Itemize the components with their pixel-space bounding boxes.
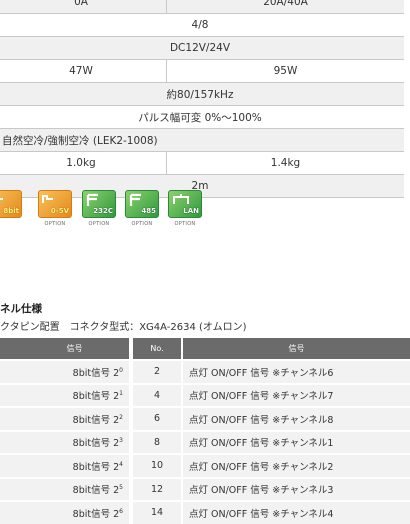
spec-table: 0A 20A/40A 4/8 DC12V/24V 47W 95W 約80/157… [0,0,404,198]
spec-row: 自然空冷/強制空冷 (LEK2-1008) [0,128,404,152]
pin-number: 2 [133,359,182,384]
spec-cell: 1.4kg [166,151,404,175]
table-row: 8bit信号 25 [0,476,129,501]
table-row: 8 点灯 ON/OFF 信号 ※チャンネル1 [133,429,410,454]
icon-label: 232C [93,207,113,215]
table-row: 10 点灯 ON/OFF 信号 ※チャンネル2 [133,453,410,478]
spec-row: 0A 20A/40A [0,0,404,14]
spec-cell: 1.0kg [0,151,167,175]
signal-cell: 8bit信号 22 [0,406,129,431]
pin-number: 12 [133,476,182,501]
option-label: OPTION [131,221,153,227]
table-row: 4 点灯 ON/OFF 信号 ※チャンネル7 [133,382,410,407]
spec-cell: 95W [166,59,404,83]
header-signal: 信号 [181,338,410,360]
option-label: OPTION [88,221,110,227]
table-row: 2 点灯 ON/OFF 信号 ※チャンネル6 [133,359,410,384]
lan-icon: LAN OPTION [168,190,202,227]
icon-label: 0-5V [50,207,69,215]
icon-label: 8bit [3,207,19,215]
icon-label: 485 [141,207,156,215]
spec-cell: 20A/40A [166,0,404,14]
signal-cell: 8bit信号 25 [0,476,129,501]
table-row: 8bit信号 21 [0,382,129,407]
rs485-icon: 485 OPTION [125,190,159,227]
section-subtitle: クタピン配置 コネクタ型式：XG4A-2634 (オムロン) [0,322,247,333]
section-title: ネル仕様 [0,303,42,315]
spec-cell: パルス幅可変 0%〜100% [0,105,404,129]
0-5v-icon: 0-5V OPTION [38,190,72,227]
header-signal: 信号 [0,338,129,360]
8bit-icon: 8bit [0,190,22,221]
pin-table-right: No. 信号 2 点灯 ON/OFF 信号 ※チャンネル6 4 点灯 ON/OFF … [133,338,410,524]
signal-cell: 点灯 ON/OFF 信号 ※チャンネル7 [181,382,410,407]
table-row: 6 点灯 ON/OFF 信号 ※チャンネル8 [133,406,410,431]
icon-label: LAN [183,207,199,215]
spec-cell: 0A [0,0,167,14]
signal-cell: 8bit信号 26 [0,500,129,524]
signal-cell: 点灯 ON/OFF 信号 ※チャンネル3 [181,476,410,501]
pin-number: 4 [133,382,182,407]
table-row: 12 点灯 ON/OFF 信号 ※チャンネル3 [133,476,410,501]
pin-number: 14 [133,500,182,524]
spec-row: 47W 95W [0,59,404,83]
option-label: OPTION [174,221,196,227]
signal-cell: 点灯 ON/OFF 信号 ※チャンネル6 [181,359,410,384]
signal-cell: 点灯 ON/OFF 信号 ※チャンネル4 [181,500,410,524]
signal-cell: 8bit信号 24 [0,453,129,478]
table-row: 8bit信号 23 [0,429,129,454]
table-row: 8bit信号 20 [0,359,129,384]
option-label: OPTION [44,221,66,227]
signal-cell: 点灯 ON/OFF 信号 ※チャンネル1 [181,429,410,454]
pin-number: 10 [133,453,182,478]
signal-cell: 点灯 ON/OFF 信号 ※チャンネル2 [181,453,410,478]
spec-cell: DC12V/24V [0,36,404,60]
signal-cell: 8bit信号 23 [0,429,129,454]
table-row: 14 点灯 ON/OFF 信号 ※チャンネル4 [133,500,410,524]
signal-cell: 8bit信号 21 [0,382,129,407]
table-row: 8bit信号 22 [0,406,129,431]
spec-row: パルス幅可変 0%〜100% [0,105,404,129]
pin-table-left: 信号 8bit信号 20 8bit信号 21 8bit信号 22 8bit信号 … [0,338,129,524]
spec-row: 1.0kg 1.4kg [0,151,404,175]
spec-cell: 4/8 [0,13,404,37]
spec-row: DC12V/24V [0,36,404,60]
spec-cell: 約80/157kHz [0,82,404,106]
signal-cell: 点灯 ON/OFF 信号 ※チャンネル8 [181,406,410,431]
spec-cell: 自然空冷/強制空冷 (LEK2-1008) [0,128,404,152]
interface-icons: 8bit 0-5V OPTION 232C OPTION 485 OPTION … [0,190,410,232]
pin-number: 6 [133,406,182,431]
pin-number: 8 [133,429,182,454]
spec-cell: 47W [0,59,167,83]
header-no: No. [133,338,182,360]
table-row: 8bit信号 24 [0,453,129,478]
table-row: 8bit信号 26 [0,500,129,524]
spec-row: 約80/157kHz [0,82,404,106]
rs232c-icon: 232C OPTION [82,190,116,227]
signal-cell: 8bit信号 20 [0,359,129,384]
pin-table-header: 信号 [0,338,129,360]
pin-table-header: No. 信号 [133,338,410,360]
spec-row: 4/8 [0,13,404,37]
